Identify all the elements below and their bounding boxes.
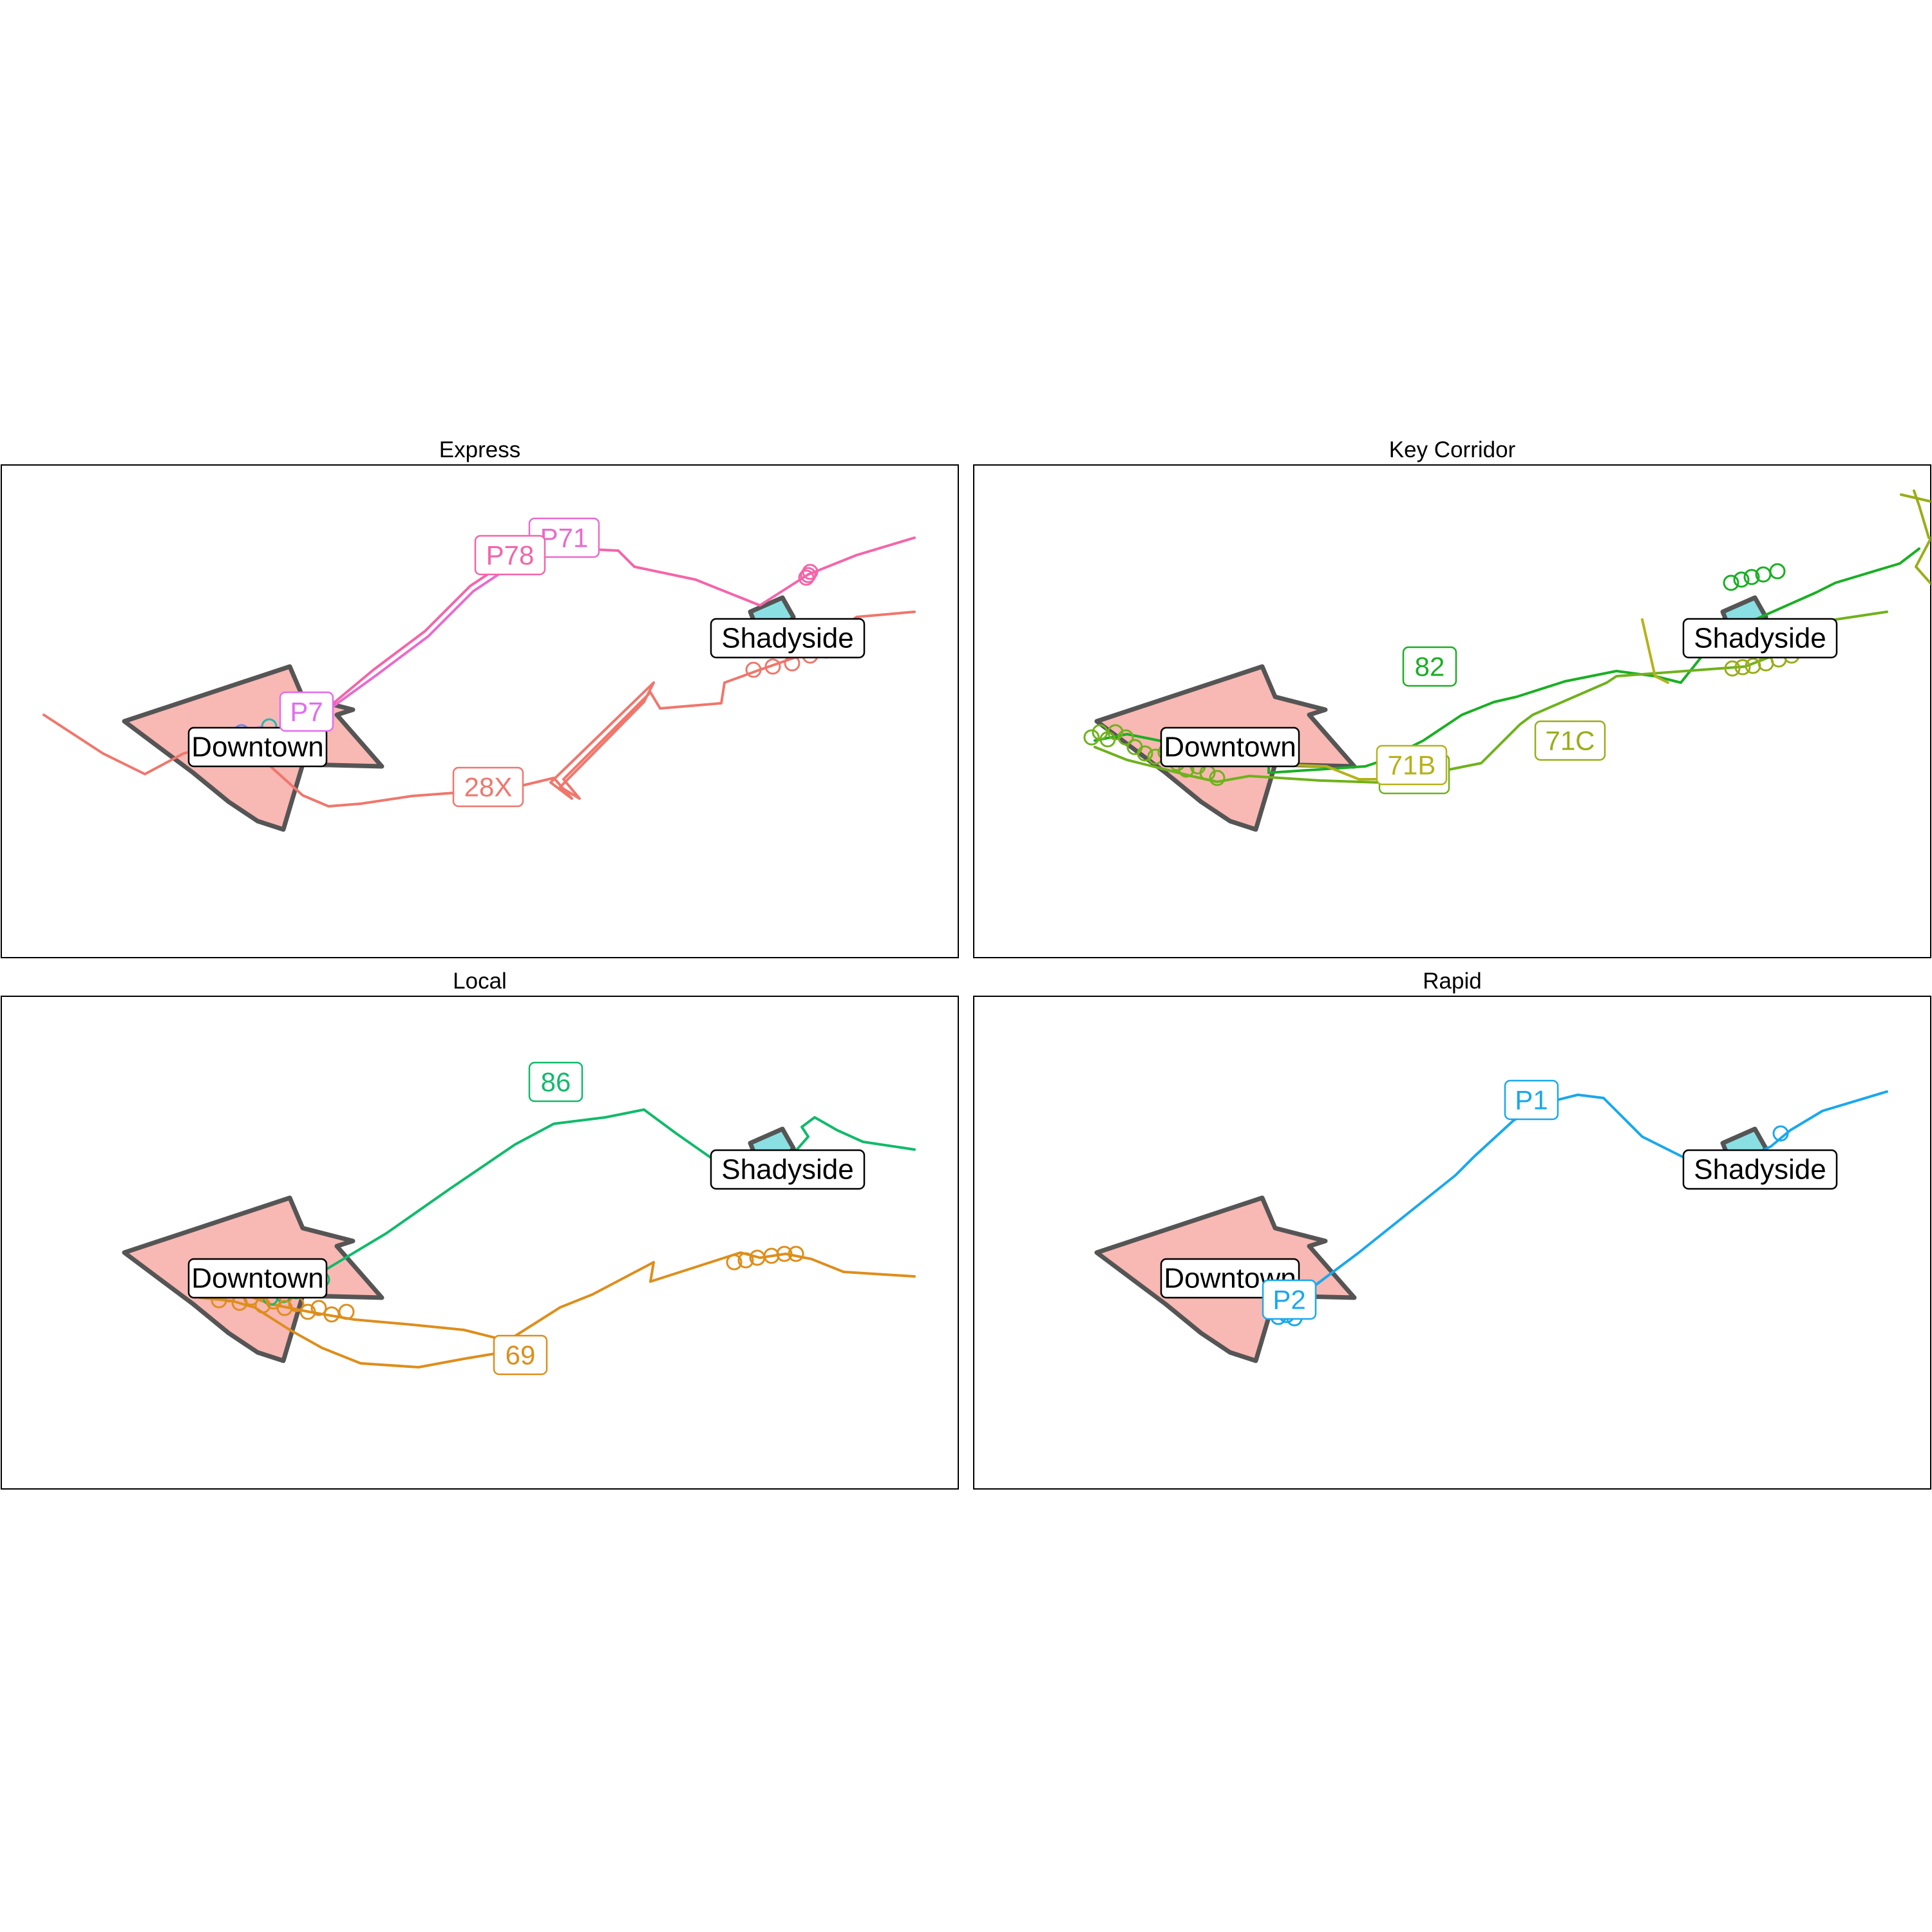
route-tag-text: 69 xyxy=(506,1340,536,1370)
route-tag-82: 82 xyxy=(1403,647,1456,686)
route-tag-text: P2 xyxy=(1273,1285,1305,1315)
panel-title: Rapid xyxy=(1423,969,1481,994)
panel-title: Express xyxy=(439,437,520,462)
panel-frame xyxy=(1,996,958,1489)
route-tag-text: 71C xyxy=(1545,726,1595,756)
area-label-shadyside: Shadyside xyxy=(711,619,864,658)
panel-local: Local Downtown Shadyside 86 69 xyxy=(1,969,958,1489)
route-tag-71b: 71B xyxy=(1377,746,1446,784)
area-label-text: Downtown xyxy=(191,732,323,763)
route-tag-text: 71B xyxy=(1388,750,1436,781)
area-label-downtown: Downtown xyxy=(1161,728,1299,766)
route-tag-text: 82 xyxy=(1415,652,1445,682)
area-label-downtown: Downtown xyxy=(189,1259,327,1298)
route-tag-text: P78 xyxy=(486,540,535,571)
route-tag-text: P7 xyxy=(290,697,323,727)
panel-key-corridor: Key CorridorDowntownShadyside8271D71B71C xyxy=(974,437,1932,958)
route-tag-text: P71 xyxy=(540,523,589,553)
area-label-text: Downtown xyxy=(1164,732,1296,763)
area-label-text: Shadyside xyxy=(721,1154,853,1186)
area-label-downtown: Downtown xyxy=(189,728,327,766)
area-label-text: Shadyside xyxy=(721,623,853,654)
route-tag-p2: P2 xyxy=(1263,1280,1316,1319)
route-tag-28x: 28X xyxy=(453,768,523,806)
route-tag-text: P1 xyxy=(1515,1085,1548,1115)
route-tag-p1: P1 xyxy=(1505,1081,1558,1119)
area-label-shadyside: Shadyside xyxy=(1683,1150,1837,1189)
area-label-text: Downtown xyxy=(191,1263,323,1294)
panel-frame xyxy=(974,465,1931,958)
route-tag-text: 86 xyxy=(541,1067,571,1097)
panel-title: Key Corridor xyxy=(1389,437,1516,462)
area-label-shadyside: Shadyside xyxy=(711,1150,864,1189)
area-label-shadyside: Shadyside xyxy=(1683,619,1837,658)
route-tag-text: 28X xyxy=(464,772,513,802)
area-label-text: Shadyside xyxy=(1694,1154,1826,1186)
route-tag-p78: P78 xyxy=(475,536,545,574)
panel-title: Local xyxy=(453,969,507,994)
route-tag-86: 86 xyxy=(529,1063,582,1101)
route-tag-p7: P7 xyxy=(280,692,333,731)
route-tag-69: 69 xyxy=(494,1336,547,1374)
area-label-text: Shadyside xyxy=(1694,623,1826,654)
panel-frame xyxy=(974,996,1931,1489)
route-tag-71c: 71C xyxy=(1535,721,1605,760)
